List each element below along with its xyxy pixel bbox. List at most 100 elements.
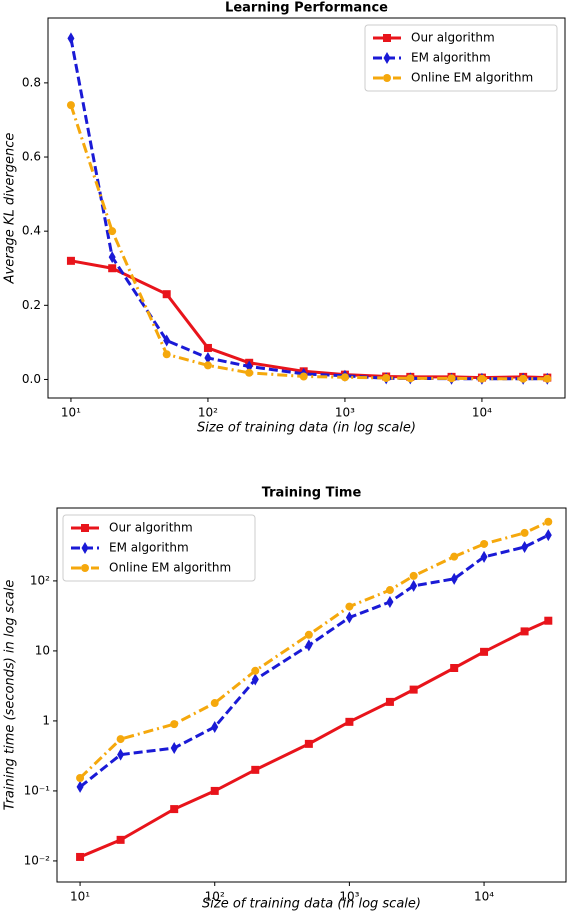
legend-label: Our algorithm <box>109 521 193 535</box>
legend-marker <box>81 542 89 554</box>
legend-box <box>62 514 256 582</box>
marker <box>251 666 260 675</box>
marker <box>66 256 75 265</box>
x-axis-label: Size of training data (in log scale) <box>197 421 416 436</box>
marker <box>543 374 552 383</box>
marker <box>450 572 458 585</box>
plot-frame <box>56 507 567 883</box>
marker <box>520 627 529 636</box>
marker <box>163 334 171 347</box>
chart: Learning Performance Size of training dat… <box>3 1 566 436</box>
y-axis-label: Average KL divergence <box>3 133 18 285</box>
marker <box>251 673 259 686</box>
marker <box>480 539 489 548</box>
marker <box>345 717 354 726</box>
marker <box>345 611 353 624</box>
marker <box>382 373 391 382</box>
chart-title: Learning Performance <box>225 1 388 16</box>
y-tick-label: 0.2 <box>22 298 41 312</box>
chart-title: Training Time <box>262 486 362 501</box>
legend-marker <box>383 52 391 64</box>
marker <box>304 739 313 748</box>
x-axis-label: Size of training data (in log scale) <box>202 897 421 912</box>
marker <box>340 373 349 382</box>
legend-box <box>364 24 558 92</box>
marker <box>66 101 75 110</box>
marker <box>245 368 254 377</box>
marker <box>386 595 394 608</box>
legend-marker <box>383 74 391 82</box>
marker <box>170 805 179 814</box>
plot-frame <box>47 17 566 399</box>
x-tick-label: 10³ <box>335 406 355 420</box>
marker <box>210 786 219 795</box>
marker <box>345 602 354 611</box>
marker <box>520 528 529 537</box>
marker <box>67 32 75 45</box>
marker <box>211 720 219 733</box>
y-tick-label: 10 <box>35 643 50 657</box>
marker <box>480 647 489 656</box>
legend-label: EM algorithm <box>411 51 491 65</box>
marker <box>76 773 85 782</box>
y-tick-label: 0.6 <box>22 150 41 164</box>
series-line <box>79 619 549 859</box>
marker <box>76 780 84 793</box>
marker <box>406 374 415 383</box>
marker <box>108 264 117 273</box>
y-tick-label: 10⁻¹ <box>24 783 51 797</box>
marker <box>210 699 219 708</box>
x-tick-label: 10⁴ <box>474 890 494 904</box>
marker <box>447 374 456 383</box>
marker <box>385 586 394 595</box>
series-line <box>69 104 548 381</box>
y-tick-label: 0.0 <box>22 372 41 386</box>
marker <box>450 552 459 561</box>
legend-marker <box>383 34 391 42</box>
legend-label: Online EM algorithm <box>411 71 533 85</box>
x-tick-label: 10³ <box>339 890 359 904</box>
y-tick-label: 10⁻² <box>24 853 51 867</box>
marker <box>304 630 313 639</box>
x-tick-label: 10² <box>198 406 218 420</box>
legend-marker <box>81 524 89 532</box>
marker <box>544 529 552 542</box>
marker <box>385 697 394 706</box>
marker <box>116 835 125 844</box>
marker <box>480 550 488 563</box>
marker <box>409 571 418 580</box>
marker <box>203 343 212 352</box>
marker <box>170 742 178 755</box>
y-tick-label: 0.4 <box>22 224 41 238</box>
marker <box>477 374 486 383</box>
marker <box>409 685 418 694</box>
legend-marker <box>81 564 89 572</box>
marker <box>108 251 116 264</box>
x-tick-label: 10² <box>205 890 225 904</box>
y-tick-label: 1 <box>42 713 50 727</box>
marker <box>116 735 125 744</box>
marker <box>108 227 117 236</box>
x-tick-label: 10¹ <box>70 890 90 904</box>
marker <box>305 639 313 652</box>
marker <box>299 372 308 381</box>
marker <box>519 374 528 383</box>
marker <box>204 351 212 364</box>
marker <box>76 852 85 861</box>
marker <box>410 579 418 592</box>
marker <box>521 540 529 553</box>
y-tick-label: 0.8 <box>22 75 41 89</box>
x-tick-label: 10⁴ <box>472 406 492 420</box>
series-line <box>70 259 548 380</box>
marker <box>251 765 260 774</box>
marker <box>162 290 171 299</box>
marker <box>544 616 553 625</box>
marker <box>162 350 171 359</box>
legend-label: Our algorithm <box>411 31 495 45</box>
marker <box>170 720 179 729</box>
chart: Training Time Size of training data (in l… <box>3 486 567 912</box>
legend-label: EM algorithm <box>109 541 189 555</box>
y-tick-label: 10² <box>30 573 50 587</box>
